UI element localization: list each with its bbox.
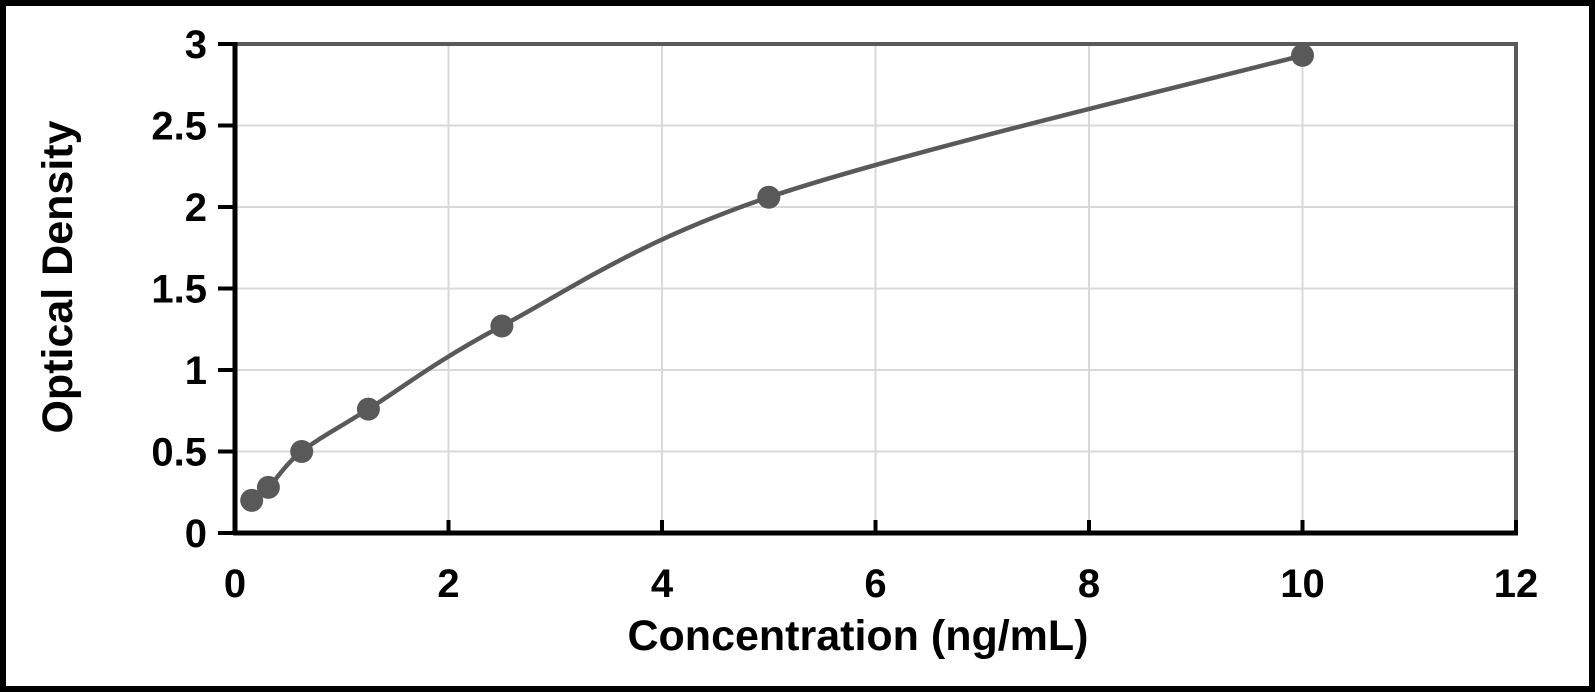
data-point-marker <box>240 488 264 512</box>
y-tick-label: 0.5 <box>151 431 207 475</box>
y-tick-label: 2.5 <box>151 105 207 149</box>
x-tick-label: 0 <box>224 562 246 606</box>
y-axis-title: Optical Density <box>34 120 82 433</box>
data-point-marker <box>490 314 514 338</box>
data-point-marker <box>290 440 314 463</box>
data-point-marker <box>757 185 781 209</box>
y-tick-label: 0 <box>185 512 207 556</box>
x-tick-label: 6 <box>864 562 886 606</box>
y-tick-label: 1 <box>185 349 207 393</box>
x-tick-label: 8 <box>1078 562 1100 606</box>
data-point-marker <box>256 475 280 499</box>
y-tick-label: 2 <box>185 186 207 230</box>
y-tick-label: 1.5 <box>151 268 207 312</box>
y-tick-label: 3 <box>185 23 207 67</box>
data-point-marker <box>356 397 380 421</box>
data-point-marker <box>1291 43 1314 67</box>
x-tick-label: 12 <box>1494 562 1539 606</box>
x-tick-label: 4 <box>651 562 674 606</box>
fit-curve <box>249 53 1305 503</box>
x-tick-label: 2 <box>437 562 459 606</box>
x-axis-title: Concentration (ng/mL) <box>627 612 1088 660</box>
x-tick-label: 10 <box>1280 562 1325 606</box>
